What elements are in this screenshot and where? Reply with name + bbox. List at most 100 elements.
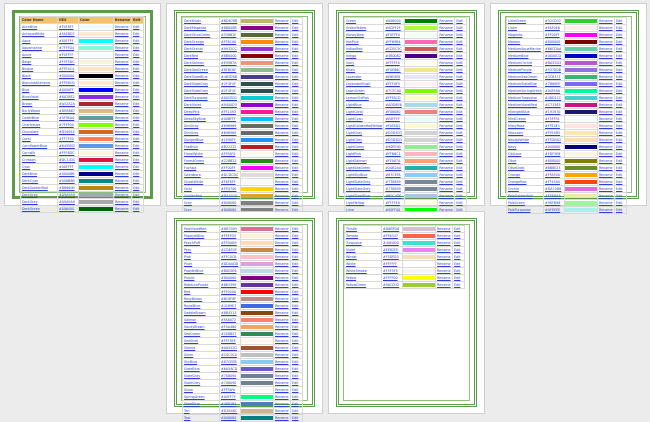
color-name-link[interactable]: LightCyan: [343, 115, 385, 123]
rename-link[interactable]: Rename: [273, 80, 291, 88]
rename-link[interactable]: Rename: [273, 267, 291, 275]
color-name-link[interactable]: Salmon: [182, 316, 220, 324]
edit-link[interactable]: Edit: [290, 192, 303, 200]
color-name-link[interactable]: MintCream: [506, 115, 544, 123]
color-name-link[interactable]: LawnGreen: [343, 87, 385, 95]
edit-link[interactable]: Edit: [290, 358, 303, 366]
edit-link[interactable]: Edit: [452, 267, 465, 275]
rename-link[interactable]: Rename: [273, 94, 291, 102]
color-name-link[interactable]: Blue: [20, 86, 58, 94]
hex-value[interactable]: #483D8B: [219, 73, 241, 81]
color-name-link[interactable]: Green: [343, 17, 385, 25]
edit-link[interactable]: Edit: [131, 107, 145, 115]
edit-link[interactable]: Edit: [290, 129, 303, 137]
rename-link[interactable]: Rename: [597, 66, 615, 74]
hex-value[interactable]: #98FB98: [543, 199, 565, 207]
edit-link[interactable]: Edit: [290, 295, 303, 303]
edit-link[interactable]: Edit: [290, 267, 303, 275]
rename-link[interactable]: Rename: [597, 101, 615, 109]
edit-link[interactable]: Edit: [614, 157, 627, 165]
hex-value[interactable]: #FFFFE0: [383, 199, 406, 207]
edit-link[interactable]: Edit: [614, 192, 627, 200]
rename-link[interactable]: Rename: [112, 128, 133, 136]
hex-value[interactable]: #9400D3: [219, 101, 241, 109]
color-name-link[interactable]: DarkSeaGreen: [182, 66, 220, 74]
edit-link[interactable]: Edit: [290, 302, 303, 310]
color-name-link[interactable]: MediumSeaGreen: [506, 73, 544, 81]
rename-link[interactable]: Rename: [273, 281, 291, 289]
edit-link[interactable]: Edit: [290, 309, 303, 317]
edit-link[interactable]: Edit: [290, 414, 303, 422]
hex-value[interactable]: #FF0000: [219, 288, 241, 296]
rename-link[interactable]: Rename: [273, 38, 291, 46]
color-name-link[interactable]: DeepPink: [182, 108, 220, 116]
hex-value[interactable]: #A52A2A: [57, 100, 79, 108]
rename-link[interactable]: Rename: [597, 129, 615, 137]
rename-link[interactable]: Rename: [273, 66, 291, 74]
rename-link[interactable]: Rename: [112, 100, 133, 108]
rename-link[interactable]: Rename: [273, 185, 291, 193]
edit-link[interactable]: Edit: [614, 150, 627, 158]
rename-link[interactable]: Rename: [273, 31, 291, 39]
rename-link[interactable]: Rename: [112, 93, 133, 101]
hex-value[interactable]: #FF00FF: [219, 164, 241, 172]
rename-link[interactable]: Rename: [273, 351, 291, 359]
hex-value[interactable]: #191970: [543, 108, 565, 116]
color-name-link[interactable]: DarkKhaki: [182, 17, 220, 25]
edit-link[interactable]: Edit: [454, 31, 468, 39]
hex-value[interactable]: #00BFFF: [219, 115, 241, 123]
rename-link[interactable]: Rename: [597, 115, 615, 123]
rename-link[interactable]: Rename: [112, 44, 133, 52]
color-name-link[interactable]: OrangeRed: [506, 178, 544, 186]
edit-link[interactable]: Edit: [131, 128, 145, 136]
rename-link[interactable]: Rename: [273, 225, 291, 233]
color-name-link[interactable]: LightSteelBlue: [343, 192, 385, 200]
edit-link[interactable]: Edit: [614, 24, 627, 32]
rename-link[interactable]: Rename: [597, 122, 615, 130]
color-name-link[interactable]: Orchid: [506, 185, 544, 193]
hex-value[interactable]: #4169E1: [219, 302, 241, 310]
rename-link[interactable]: Rename: [273, 129, 291, 137]
edit-link[interactable]: Edit: [290, 52, 303, 60]
edit-link[interactable]: Edit: [454, 45, 468, 53]
color-name-link[interactable]: IndianRed: [343, 45, 385, 53]
edit-link[interactable]: Edit: [614, 143, 627, 151]
color-name-link[interactable]: SeaShell: [182, 337, 220, 345]
color-name-link[interactable]: PapayaWhip: [182, 232, 220, 240]
rename-link[interactable]: Rename: [437, 164, 456, 172]
hex-value[interactable]: #0000CD: [543, 52, 565, 60]
color-name-link[interactable]: Thistle: [344, 225, 382, 233]
color-name-link[interactable]: Khaki: [343, 66, 385, 74]
edit-link[interactable]: Edit: [290, 379, 303, 387]
hex-value[interactable]: #8B008B: [219, 24, 241, 32]
rename-link[interactable]: Rename: [112, 170, 133, 178]
color-name-link[interactable]: Plum: [182, 260, 220, 268]
color-name-link[interactable]: AntiqueWhite: [20, 30, 58, 38]
edit-link[interactable]: Edit: [290, 393, 303, 401]
hex-value[interactable]: #48D1CC: [543, 94, 565, 102]
edit-link[interactable]: Edit: [454, 115, 468, 123]
rename-link[interactable]: Rename: [273, 246, 291, 254]
edit-link[interactable]: Edit: [614, 206, 627, 214]
rename-link[interactable]: Rename: [273, 143, 291, 151]
edit-link[interactable]: Edit: [290, 365, 303, 373]
rename-link[interactable]: Rename: [273, 253, 291, 261]
rename-link[interactable]: Rename: [273, 295, 291, 303]
color-name-link[interactable]: MediumAquaMarine: [506, 45, 544, 53]
color-name-link[interactable]: MediumSpringGreen: [506, 87, 544, 95]
color-name-link[interactable]: White: [344, 260, 382, 268]
hex-value[interactable]: #FF7F50: [57, 135, 79, 143]
rename-link[interactable]: Rename: [435, 281, 453, 289]
hex-value[interactable]: #808080: [219, 199, 241, 207]
hex-value[interactable]: #90EE90: [383, 143, 406, 151]
edit-link[interactable]: Edit: [290, 45, 303, 53]
edit-link[interactable]: Edit: [454, 52, 468, 60]
color-name-link[interactable]: MediumTurquoise: [506, 94, 544, 102]
edit-link[interactable]: Edit: [454, 73, 468, 81]
rename-link[interactable]: Rename: [273, 24, 291, 32]
edit-link[interactable]: Edit: [454, 150, 468, 158]
hex-value[interactable]: #00FFFF: [57, 37, 79, 45]
hex-value[interactable]: #FFF5EE: [219, 337, 241, 345]
hex-value[interactable]: #4682B4: [219, 400, 241, 408]
edit-link[interactable]: Edit: [131, 86, 145, 94]
